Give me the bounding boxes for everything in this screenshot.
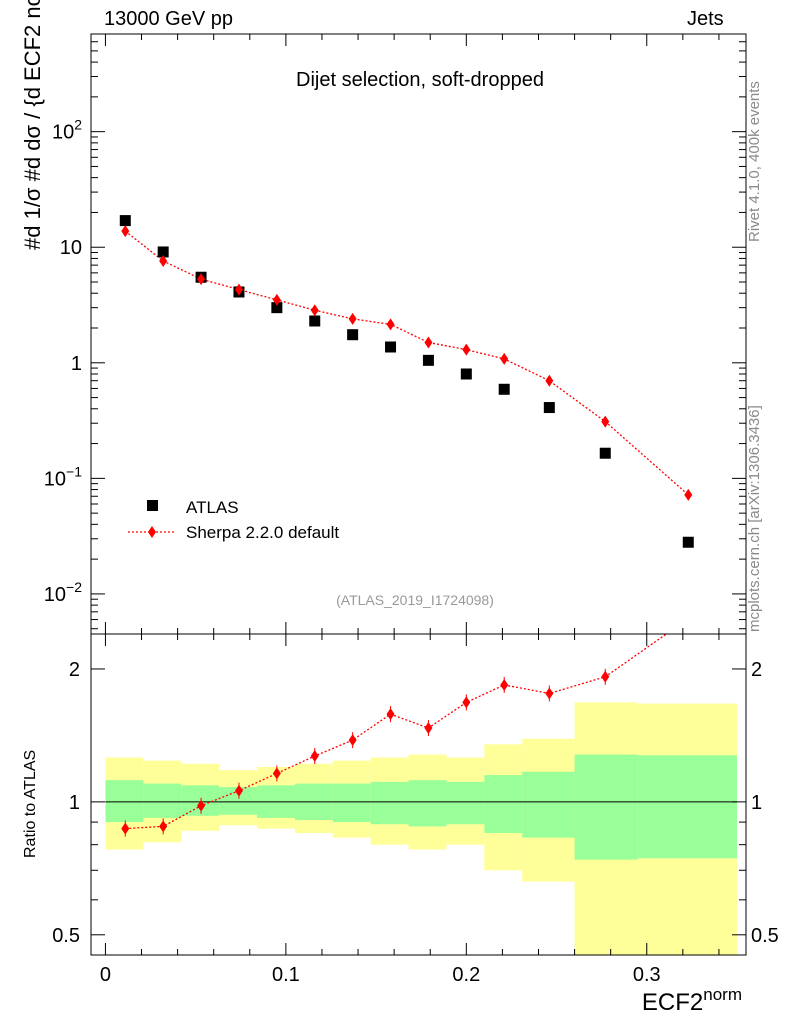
sherpa-point: [462, 343, 471, 356]
atlas-point: [460, 368, 472, 380]
x-tick-label: 0.1: [272, 964, 300, 986]
ratio-sherpa-point: [197, 799, 206, 812]
inner-band-bin: [446, 781, 485, 825]
legend-sherpa-marker: [148, 526, 156, 538]
atlas-point: [157, 246, 169, 258]
ratio-sherpa-point: [121, 822, 130, 835]
y-tick-label-1e2: 102: [52, 117, 82, 144]
ratio-sherpa-point: [386, 708, 395, 721]
atlas-point: [385, 341, 397, 353]
legend-atlas-label: ATLAS: [186, 498, 239, 517]
y-tick-label-1e-1: 10−1: [44, 463, 82, 490]
inner-band-bin: [522, 771, 575, 838]
atlas-point: [498, 383, 510, 395]
inner-band-bin: [484, 775, 523, 834]
inner-band-bin: [181, 785, 220, 816]
sherpa-point: [545, 374, 554, 387]
ratio-sherpa-line: [125, 634, 668, 830]
ratio-sherpa-point: [159, 820, 168, 833]
legend-sherpa-label: Sherpa 2.2.0 default: [186, 523, 339, 542]
header-left: 13000 GeV pp: [104, 8, 233, 30]
plot-watermark: (ATLAS_2019_I1724098): [336, 592, 494, 608]
ratio-frame: [90, 633, 747, 956]
ratio-ylabel: Ratio to ATLAS: [22, 749, 39, 858]
inner-band-bin: [408, 780, 447, 827]
y-tick-label-10: 10: [60, 237, 82, 259]
x-tick-label: 0: [100, 964, 111, 986]
legend-atlas-marker: [147, 500, 158, 511]
y-tick-label-1: 1: [71, 353, 82, 375]
x-tick-label: 0.3: [633, 964, 661, 986]
main-frame: [90, 33, 747, 635]
ratio-sherpa-point: [500, 678, 509, 691]
inner-band-bin: [637, 755, 737, 859]
atlas-point: [271, 302, 283, 314]
header-right: Jets: [687, 8, 724, 30]
ratio-sherpa-point: [601, 670, 610, 683]
sherpa-point: [159, 255, 168, 268]
atlas-point: [309, 315, 321, 327]
ratio-sherpa-point: [684, 613, 692, 625]
ratio-y-tick-label: 2: [69, 659, 80, 681]
atlas-point: [682, 536, 694, 548]
legend: [128, 500, 176, 538]
inner-band-bin: [574, 754, 638, 860]
sherpa-point: [197, 273, 206, 286]
atlas-point: [347, 329, 359, 341]
atlas-point: [543, 402, 555, 414]
sherpa-point: [386, 318, 395, 331]
inner-band-bin: [143, 783, 182, 818]
ratio-sherpa-point: [462, 696, 471, 709]
y-tick-label-1e-2: 10−2: [44, 579, 82, 606]
ratio-sherpa-point: [234, 784, 243, 797]
ratio-y-tick-label-right: 2: [751, 659, 762, 681]
sherpa-point: [500, 352, 509, 365]
ratio-y-tick-label-right: 0.5: [751, 925, 779, 947]
side-text-top: Rivet 4.1.0, 400k events: [746, 81, 763, 242]
ratio-y-tick-label: 0.5: [52, 925, 80, 947]
x-axis-label: ECF2norm: [642, 985, 742, 1016]
plot-title: Dijet selection, soft-dropped: [296, 69, 544, 91]
ratio-sherpa-point: [545, 687, 554, 700]
ratio-sherpa-point: [424, 722, 433, 735]
sherpa-line: [124, 230, 689, 496]
ratio-bands: [105, 613, 737, 955]
sherpa-point: [272, 293, 281, 306]
y-axis-label: #d 1/σ #d dσ / {d ECF2 norm}: [20, 0, 45, 250]
atlas-point: [599, 447, 611, 459]
ratio-sherpa-point: [348, 734, 357, 747]
side-text-bottom: mcplots.cern.ch [arXiv:1306.3436]: [746, 405, 763, 632]
ratio-y-tick-label: 1: [69, 792, 80, 814]
ratio-sherpa-point: [310, 750, 319, 763]
ratio-y-tick-label-right: 1: [751, 792, 762, 814]
ratio-sherpa-point: [272, 767, 281, 780]
x-tick-label: 0.2: [452, 964, 480, 986]
sherpa-point: [234, 283, 243, 296]
sherpa-point: [424, 336, 433, 349]
inner-band-bin: [332, 783, 371, 823]
atlas-point: [422, 354, 434, 366]
sherpa-point: [601, 415, 610, 428]
sherpa-point: [684, 488, 693, 501]
sherpa-point: [121, 225, 130, 238]
sherpa-point: [348, 312, 357, 325]
atlas-point: [119, 215, 131, 227]
sherpa-point: [310, 304, 319, 317]
inner-band-bin: [370, 781, 409, 825]
inner-band-bin: [105, 780, 144, 823]
main-series: [119, 215, 694, 548]
